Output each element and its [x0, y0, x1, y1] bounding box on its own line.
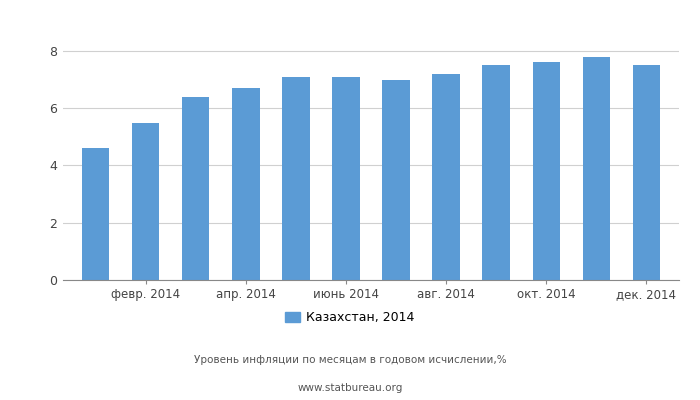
Bar: [582, 57, 610, 280]
Bar: [633, 65, 660, 280]
Bar: [132, 122, 160, 280]
Legend: Казахстан, 2014: Казахстан, 2014: [280, 306, 420, 329]
Bar: [482, 65, 510, 280]
Bar: [332, 77, 360, 280]
Bar: [82, 148, 109, 280]
Bar: [382, 80, 410, 280]
Bar: [433, 74, 460, 280]
Text: www.statbureau.org: www.statbureau.org: [298, 383, 402, 393]
Bar: [282, 77, 309, 280]
Bar: [533, 62, 560, 280]
Bar: [232, 88, 260, 280]
Bar: [182, 97, 209, 280]
Text: Уровень инфляции по месяцам в годовом исчислении,%: Уровень инфляции по месяцам в годовом ис…: [194, 355, 506, 365]
